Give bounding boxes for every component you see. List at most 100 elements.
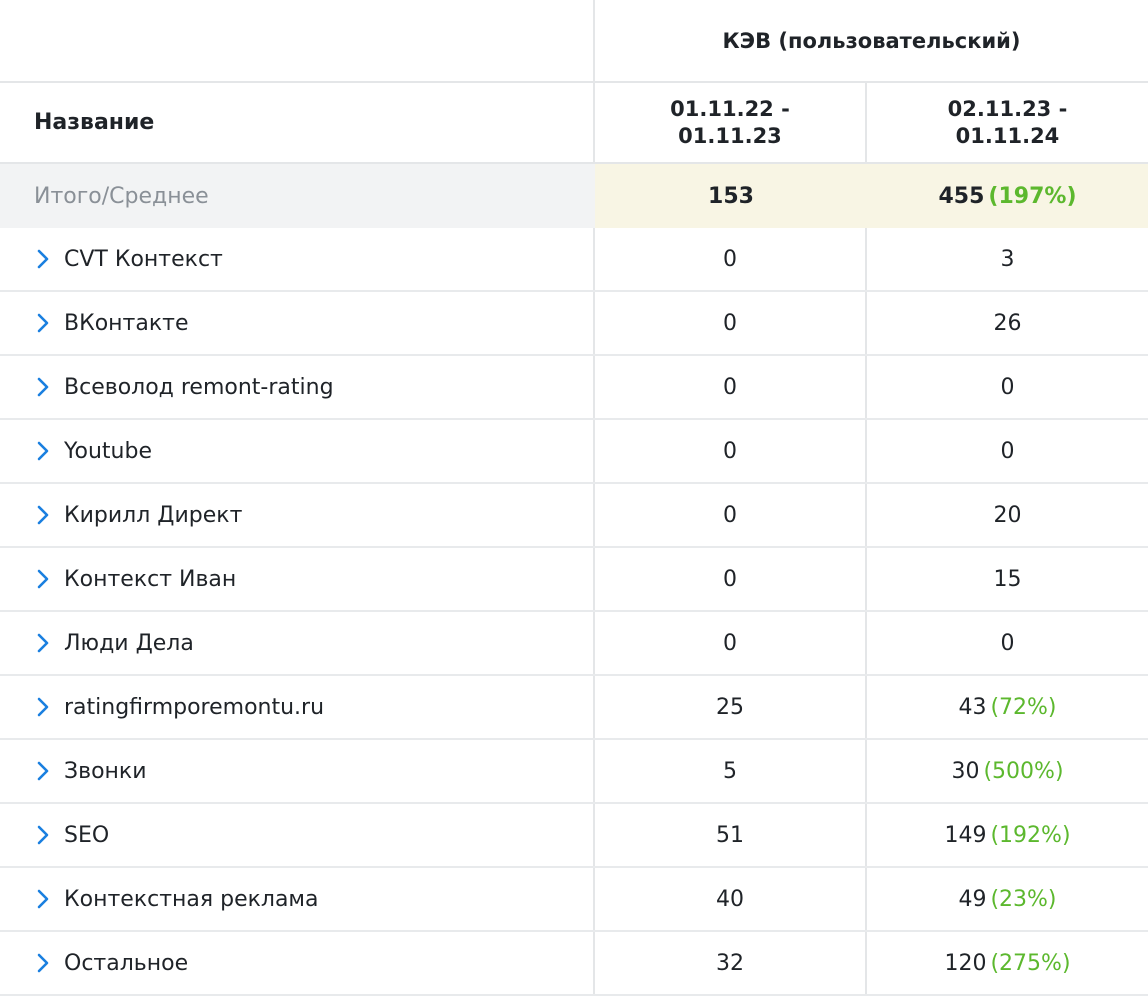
chevron-right-icon[interactable] bbox=[34, 696, 52, 718]
row-period-2-change: (275%) bbox=[990, 950, 1071, 976]
row-period-2-value: 20 bbox=[993, 502, 1022, 528]
period-1-start: 01.11.22 - bbox=[670, 96, 790, 121]
row-name-cell[interactable]: Youtube bbox=[0, 420, 595, 482]
row-period-1-value: 0 bbox=[595, 612, 867, 674]
row-period-2-cell: 0 bbox=[867, 420, 1148, 482]
table-row[interactable]: Контекстная реклама 40 49 (23%) bbox=[0, 868, 1148, 932]
chevron-right-icon[interactable] bbox=[34, 504, 52, 526]
row-period-2-change: (23%) bbox=[990, 886, 1057, 912]
table-row[interactable]: Звонки 5 30 (500%) bbox=[0, 740, 1148, 804]
row-name-cell[interactable]: Кирилл Директ bbox=[0, 484, 595, 546]
table-row[interactable]: ratingfirmporemontu.ru 25 43 (72%) bbox=[0, 676, 1148, 740]
table-row[interactable]: Youtube 0 0 bbox=[0, 420, 1148, 484]
chevron-right-icon[interactable] bbox=[34, 824, 52, 846]
row-period-2-change: (192%) bbox=[990, 822, 1071, 848]
period-2-end: 01.11.24 bbox=[955, 123, 1060, 148]
row-period-2-cell: 15 bbox=[867, 548, 1148, 610]
table-row[interactable]: Остальное 32 120 (275%) bbox=[0, 932, 1148, 996]
row-period-1-value: 32 bbox=[595, 932, 867, 994]
chevron-right-icon[interactable] bbox=[34, 312, 52, 334]
row-period-2-value: 149 bbox=[944, 822, 987, 848]
row-name-cell[interactable]: Люди Дела bbox=[0, 612, 595, 674]
chevron-right-icon[interactable] bbox=[34, 248, 52, 270]
row-period-2-cell: 49 (23%) bbox=[867, 868, 1148, 930]
chevron-right-icon[interactable] bbox=[34, 760, 52, 782]
metric-header-row: КЭВ (пользовательский) bbox=[0, 0, 1148, 83]
row-name: Всеволод remont-rating bbox=[64, 374, 334, 400]
row-period-2-cell: 0 bbox=[867, 356, 1148, 418]
row-period-2-value: 43 bbox=[958, 694, 987, 720]
row-period-2-cell: 20 bbox=[867, 484, 1148, 546]
table-row[interactable]: Контекст Иван 0 15 bbox=[0, 548, 1148, 612]
table-row[interactable]: Всеволод remont-rating 0 0 bbox=[0, 356, 1148, 420]
name-column-header[interactable]: Название bbox=[0, 83, 595, 162]
row-period-1-value: 25 bbox=[595, 676, 867, 738]
row-period-1-value: 0 bbox=[595, 420, 867, 482]
row-period-2-value: 49 bbox=[958, 886, 987, 912]
row-name: Звонки bbox=[64, 758, 147, 784]
row-period-2-cell: 43 (72%) bbox=[867, 676, 1148, 738]
total-period-1-value: 153 bbox=[595, 164, 867, 228]
chevron-right-icon[interactable] bbox=[34, 376, 52, 398]
row-name: CVT Контекст bbox=[64, 246, 223, 272]
row-period-2-value: 0 bbox=[1000, 374, 1015, 400]
row-period-2-value: 0 bbox=[1000, 438, 1015, 464]
total-period-2-value: 455 bbox=[938, 183, 985, 209]
metric-title[interactable]: КЭВ (пользовательский) bbox=[722, 28, 1021, 53]
total-period-2-cell: 455 (197%) bbox=[867, 164, 1148, 228]
row-name: Люди Дела bbox=[64, 630, 194, 656]
chevron-right-icon[interactable] bbox=[34, 568, 52, 590]
row-name-cell[interactable]: Контекстная реклама bbox=[0, 868, 595, 930]
row-period-2-cell: 26 bbox=[867, 292, 1148, 354]
header-spacer bbox=[0, 0, 595, 81]
row-name-cell[interactable]: CVT Контекст bbox=[0, 228, 595, 290]
row-period-2-change: (72%) bbox=[990, 694, 1057, 720]
row-name-cell[interactable]: Звонки bbox=[0, 740, 595, 802]
row-period-2-cell: 120 (275%) bbox=[867, 932, 1148, 994]
row-period-2-cell: 149 (192%) bbox=[867, 804, 1148, 866]
row-name: ratingfirmporemontu.ru bbox=[64, 694, 325, 720]
row-period-2-change: (500%) bbox=[983, 758, 1064, 784]
row-name-cell[interactable]: Контекст Иван bbox=[0, 548, 595, 610]
row-period-2-cell: 30 (500%) bbox=[867, 740, 1148, 802]
row-period-2-cell: 3 bbox=[867, 228, 1148, 290]
row-name-cell[interactable]: Остальное bbox=[0, 932, 595, 994]
row-name-cell[interactable]: Всеволод remont-rating bbox=[0, 356, 595, 418]
row-name: Контекст Иван bbox=[64, 566, 237, 592]
row-period-2-value: 30 bbox=[951, 758, 980, 784]
row-period-1-value: 0 bbox=[595, 356, 867, 418]
row-period-1-value: 0 bbox=[595, 228, 867, 290]
row-name-cell[interactable]: ВКонтакте bbox=[0, 292, 595, 354]
total-label: Итого/Среднее bbox=[0, 164, 595, 228]
total-period-2-change: (197%) bbox=[988, 183, 1077, 209]
row-period-2-value: 3 bbox=[1000, 246, 1015, 272]
row-period-2-value: 26 bbox=[993, 310, 1022, 336]
period-1-end: 01.11.23 bbox=[678, 123, 782, 148]
row-period-2-value: 120 bbox=[944, 950, 987, 976]
period-2-header[interactable]: 02.11.23 - 01.11.24 bbox=[867, 83, 1148, 162]
chevron-right-icon[interactable] bbox=[34, 440, 52, 462]
chevron-right-icon[interactable] bbox=[34, 952, 52, 974]
period-2-start: 02.11.23 - bbox=[947, 96, 1068, 121]
row-name-cell[interactable]: ratingfirmporemontu.ru bbox=[0, 676, 595, 738]
row-name: SEO bbox=[64, 822, 110, 848]
row-period-1-value: 51 bbox=[595, 804, 867, 866]
table-row[interactable]: Люди Дела 0 0 bbox=[0, 612, 1148, 676]
chevron-right-icon[interactable] bbox=[34, 632, 52, 654]
row-name-cell[interactable]: SEO bbox=[0, 804, 595, 866]
table-row[interactable]: Кирилл Директ 0 20 bbox=[0, 484, 1148, 548]
row-name: Youtube bbox=[64, 438, 152, 464]
row-period-2-cell: 0 bbox=[867, 612, 1148, 674]
row-name: Остальное bbox=[64, 950, 189, 976]
row-period-1-value: 0 bbox=[595, 484, 867, 546]
period-1-header[interactable]: 01.11.22 - 01.11.23 bbox=[595, 83, 867, 162]
column-header-row: Название 01.11.22 - 01.11.23 02.11.23 - … bbox=[0, 83, 1148, 164]
row-period-1-value: 0 bbox=[595, 548, 867, 610]
table-row[interactable]: CVT Контекст 0 3 bbox=[0, 228, 1148, 292]
row-period-1-value: 5 bbox=[595, 740, 867, 802]
table-row[interactable]: ВКонтакте 0 26 bbox=[0, 292, 1148, 356]
row-period-1-value: 40 bbox=[595, 868, 867, 930]
table-row[interactable]: SEO 51 149 (192%) bbox=[0, 804, 1148, 868]
chevron-right-icon[interactable] bbox=[34, 888, 52, 910]
